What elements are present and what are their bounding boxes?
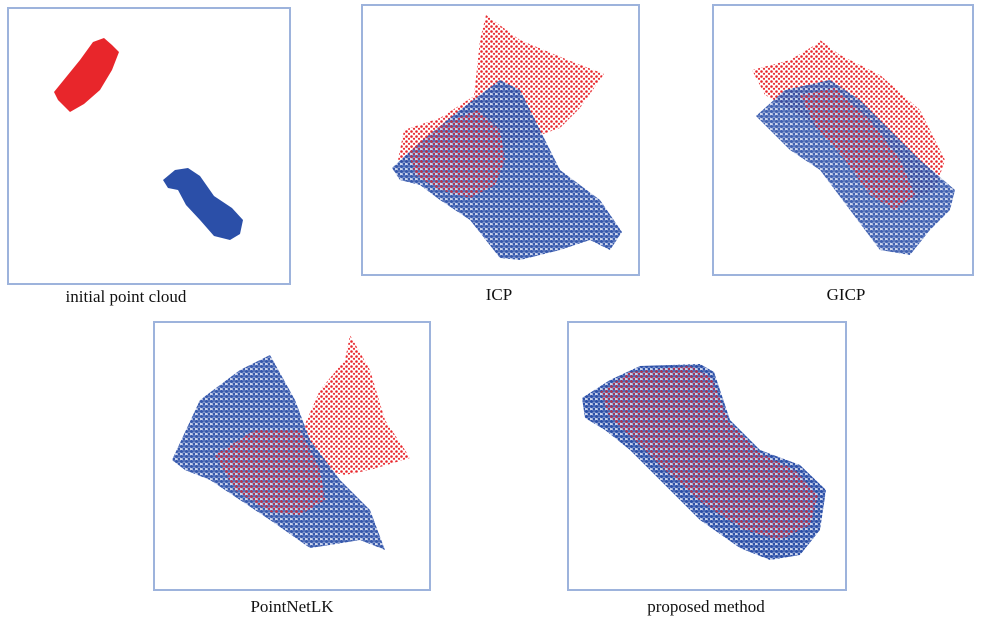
caption: proposed method — [647, 597, 765, 616]
panel-gicp: GICP — [713, 5, 973, 304]
panel-frame — [8, 8, 290, 284]
caption: initial point cloud — [66, 287, 187, 306]
caption: GICP — [827, 285, 866, 304]
panel-pointnetlk: PointNetLK — [154, 322, 430, 616]
panel-initial: initial point cloud — [8, 8, 290, 306]
figure: initial point cloud ICP GICP PointNetLK … — [0, 0, 981, 620]
panel-icp: ICP — [362, 5, 639, 304]
panel-proposed: proposed method — [568, 322, 846, 616]
caption: PointNetLK — [250, 597, 334, 616]
caption: ICP — [486, 285, 512, 304]
